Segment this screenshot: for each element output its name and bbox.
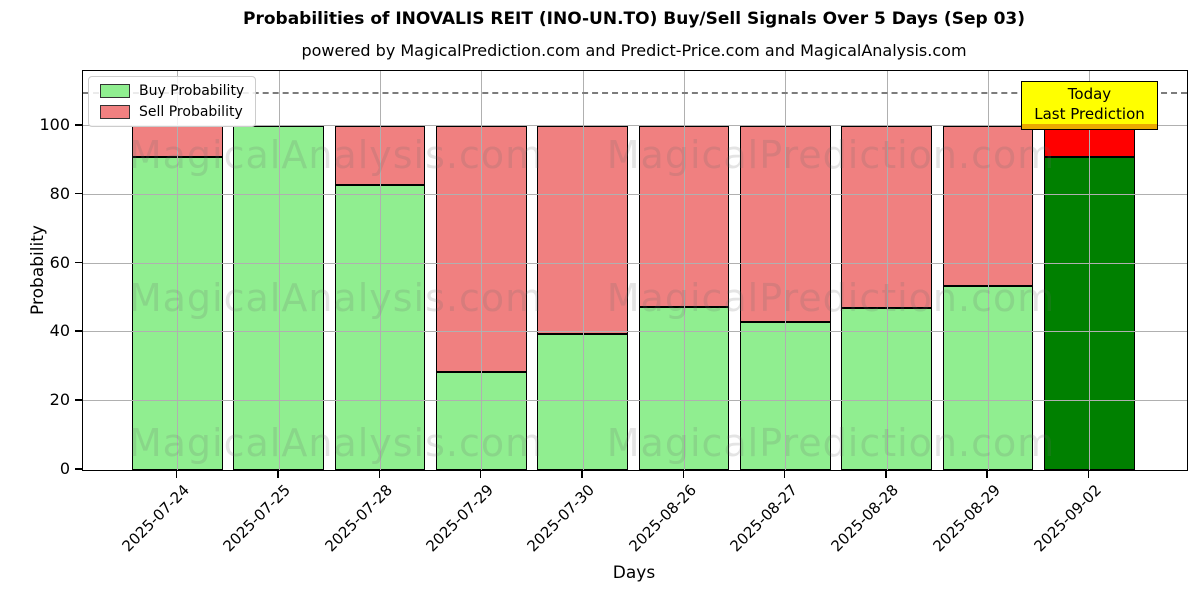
y-axis-tick	[75, 192, 82, 195]
grid-line-vertical	[1089, 71, 1091, 470]
x-tick-label-text: 2025-07-28	[321, 481, 396, 556]
x-axis-tick	[175, 471, 178, 478]
x-axis-tick	[277, 471, 279, 478]
x-axis-tick	[986, 471, 988, 478]
threshold-dashed-line	[83, 91, 1187, 94]
bar-segment-buy	[739, 322, 831, 470]
legend-swatch-sell	[100, 105, 130, 119]
grid-line-vertical	[785, 71, 787, 470]
legend-item-sell: Sell Probability	[100, 104, 244, 120]
legend-label-sell: Sell Probability	[139, 104, 243, 120]
x-tick-label-text: 2025-07-24	[118, 481, 194, 556]
y-tick-label: 40	[49, 321, 70, 341]
grid-line-horizontal	[83, 125, 1187, 127]
y-axis-tick	[75, 124, 82, 126]
legend-swatch-buy	[100, 84, 130, 98]
today-label: Today Last Prediction	[1021, 81, 1158, 130]
x-tick-label-text: 2025-08-26	[625, 481, 700, 556]
grid-line-horizontal	[83, 262, 1187, 264]
watermark-analysis: MagicalAnalysis.com	[128, 133, 544, 177]
x-axis-tick	[479, 471, 482, 478]
y-tick-label: 80	[49, 183, 70, 203]
watermark-analysis: MagicalAnalysis.com	[128, 421, 544, 465]
bar-segment-buy	[638, 306, 730, 470]
bar-segment-sell	[942, 126, 1034, 286]
x-axis-tick	[581, 471, 583, 478]
watermark-analysis: MagicalAnalysis.com	[128, 276, 544, 320]
watermark-prediction: MagicalPrediction.com	[606, 276, 1056, 320]
grid-line-vertical	[481, 71, 483, 470]
legend: Buy Probability Sell Probability	[88, 76, 257, 127]
y-tick-label: 20	[49, 390, 70, 410]
grid-line-vertical	[987, 71, 989, 470]
plot-area: Buy Probability Sell Probability Today L…	[82, 70, 1188, 471]
bar-segment-buy	[841, 308, 932, 470]
grid-line-vertical	[380, 71, 381, 470]
x-axis-tick	[1087, 471, 1090, 478]
grid-line-vertical	[582, 71, 584, 470]
y-axis-tick	[75, 399, 82, 401]
grid-line-horizontal	[83, 331, 1187, 333]
grid-line-vertical	[886, 71, 888, 470]
bar-segment-sell	[638, 126, 730, 307]
watermark-prediction: MagicalPrediction.com	[606, 421, 1056, 465]
x-axis-tick	[682, 471, 684, 478]
today-label-line1: Today	[1067, 85, 1112, 103]
x-tick-label-text: 2025-08-28	[828, 481, 903, 556]
legend-item-buy: Buy Probability	[100, 83, 244, 99]
x-axis-tick	[378, 471, 380, 478]
y-axis-tick	[75, 468, 82, 470]
x-tick-label-text: 2025-08-29	[929, 481, 1004, 556]
grid-line-horizontal	[83, 193, 1187, 195]
chart-title: Probabilities of INOVALIS REIT (INO-UN.T…	[243, 9, 1025, 29]
legend-label-buy: Buy Probability	[139, 83, 245, 99]
x-tick-label-text: 2025-07-30	[524, 481, 599, 556]
x-tick-label-text: 2025-08-27	[726, 481, 802, 556]
watermark-prediction: MagicalPrediction.com	[606, 133, 1056, 177]
chart-subtitle: powered by MagicalPrediction.com and Pre…	[301, 41, 967, 60]
y-tick-label: 60	[49, 252, 70, 272]
y-axis-tick	[75, 330, 82, 332]
y-tick-label: 0	[59, 459, 70, 478]
x-tick-label-text: 2025-09-02	[1030, 481, 1106, 556]
x-axis-tick	[885, 471, 887, 478]
y-tick-label: 100	[39, 115, 70, 135]
grid-line-vertical	[278, 71, 280, 470]
grid-line-vertical	[177, 71, 179, 470]
bar-segment-sell	[841, 126, 932, 309]
y-axis-tick	[75, 261, 82, 264]
x-axis-label: Days	[612, 563, 656, 583]
x-tick-label-text: 2025-07-25	[220, 481, 295, 556]
x-tick-label-text: 2025-07-29	[422, 481, 498, 556]
bar-segment-buy	[942, 285, 1034, 470]
grid-line-vertical	[684, 71, 685, 470]
grid-line-horizontal	[83, 400, 1187, 402]
today-label-line2: Last Prediction	[1034, 105, 1145, 123]
bar-segment-sell	[739, 126, 831, 323]
x-axis-tick	[783, 471, 786, 478]
